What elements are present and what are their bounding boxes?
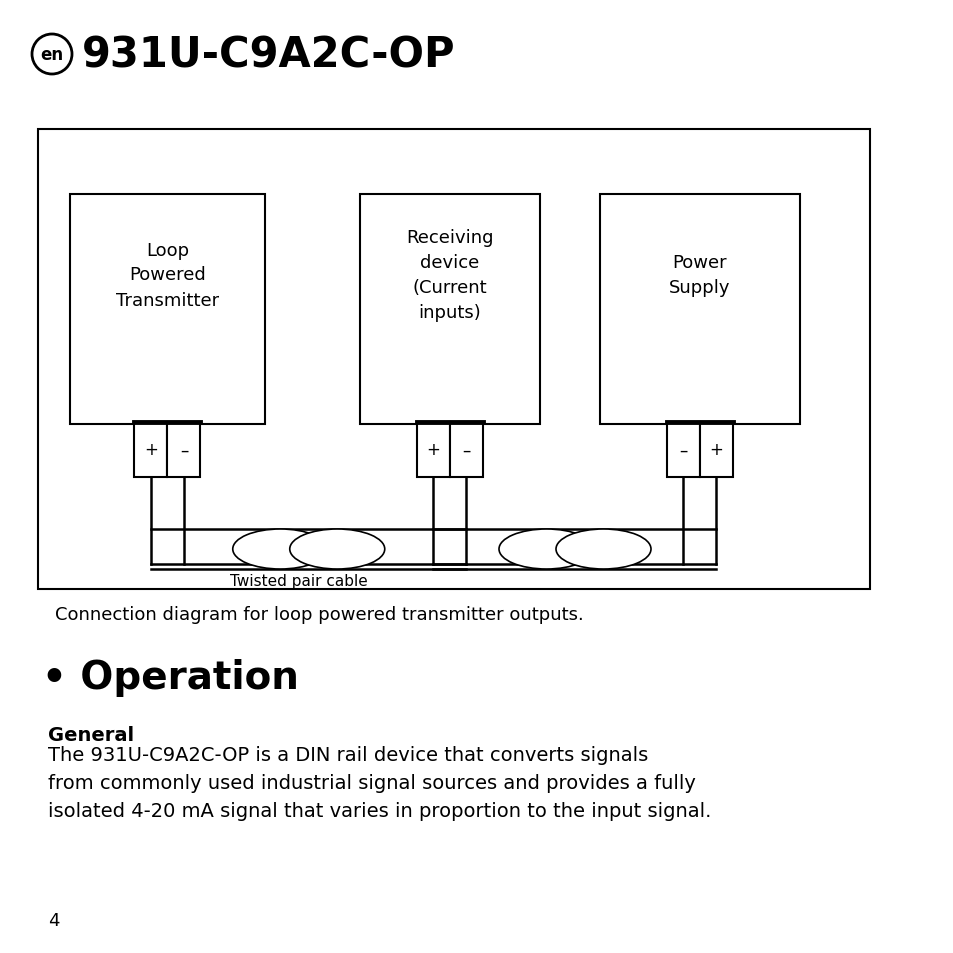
Bar	[168, 422, 200, 477]
Text: Receiving
device
(Current
inputs): Receiving device (Current inputs)	[406, 229, 494, 322]
Bar	[666, 422, 700, 477]
Bar	[359, 194, 539, 424]
Bar	[450, 422, 482, 477]
Bar	[134, 422, 168, 477]
Text: +: +	[426, 441, 440, 459]
Text: The 931U-C9A2C-OP is a DIN rail device that converts signals
from commonly used : The 931U-C9A2C-OP is a DIN rail device t…	[48, 745, 711, 821]
Text: en: en	[40, 46, 64, 64]
Text: 4: 4	[48, 911, 59, 929]
Text: –: –	[679, 441, 687, 459]
Text: +: +	[709, 441, 722, 459]
Bar	[599, 194, 800, 424]
Text: –: –	[179, 441, 188, 459]
Text: +: +	[144, 441, 158, 459]
Text: Twisted pair cable: Twisted pair cable	[230, 574, 367, 588]
Text: General: General	[48, 725, 134, 744]
Ellipse shape	[290, 530, 384, 569]
Text: 931U-C9A2C-OP: 931U-C9A2C-OP	[82, 34, 456, 76]
Bar	[70, 194, 265, 424]
Bar	[700, 422, 732, 477]
Text: Loop
Powered
Transmitter: Loop Powered Transmitter	[116, 241, 219, 309]
Text: Connection diagram for loop powered transmitter outputs.: Connection diagram for loop powered tran…	[55, 605, 583, 623]
Ellipse shape	[233, 530, 328, 569]
Text: –: –	[462, 441, 470, 459]
Ellipse shape	[556, 530, 650, 569]
Text: Power
Supply: Power Supply	[669, 253, 730, 296]
Ellipse shape	[498, 530, 594, 569]
Bar	[38, 130, 869, 589]
Text: • Operation: • Operation	[42, 659, 298, 697]
Bar	[416, 422, 450, 477]
